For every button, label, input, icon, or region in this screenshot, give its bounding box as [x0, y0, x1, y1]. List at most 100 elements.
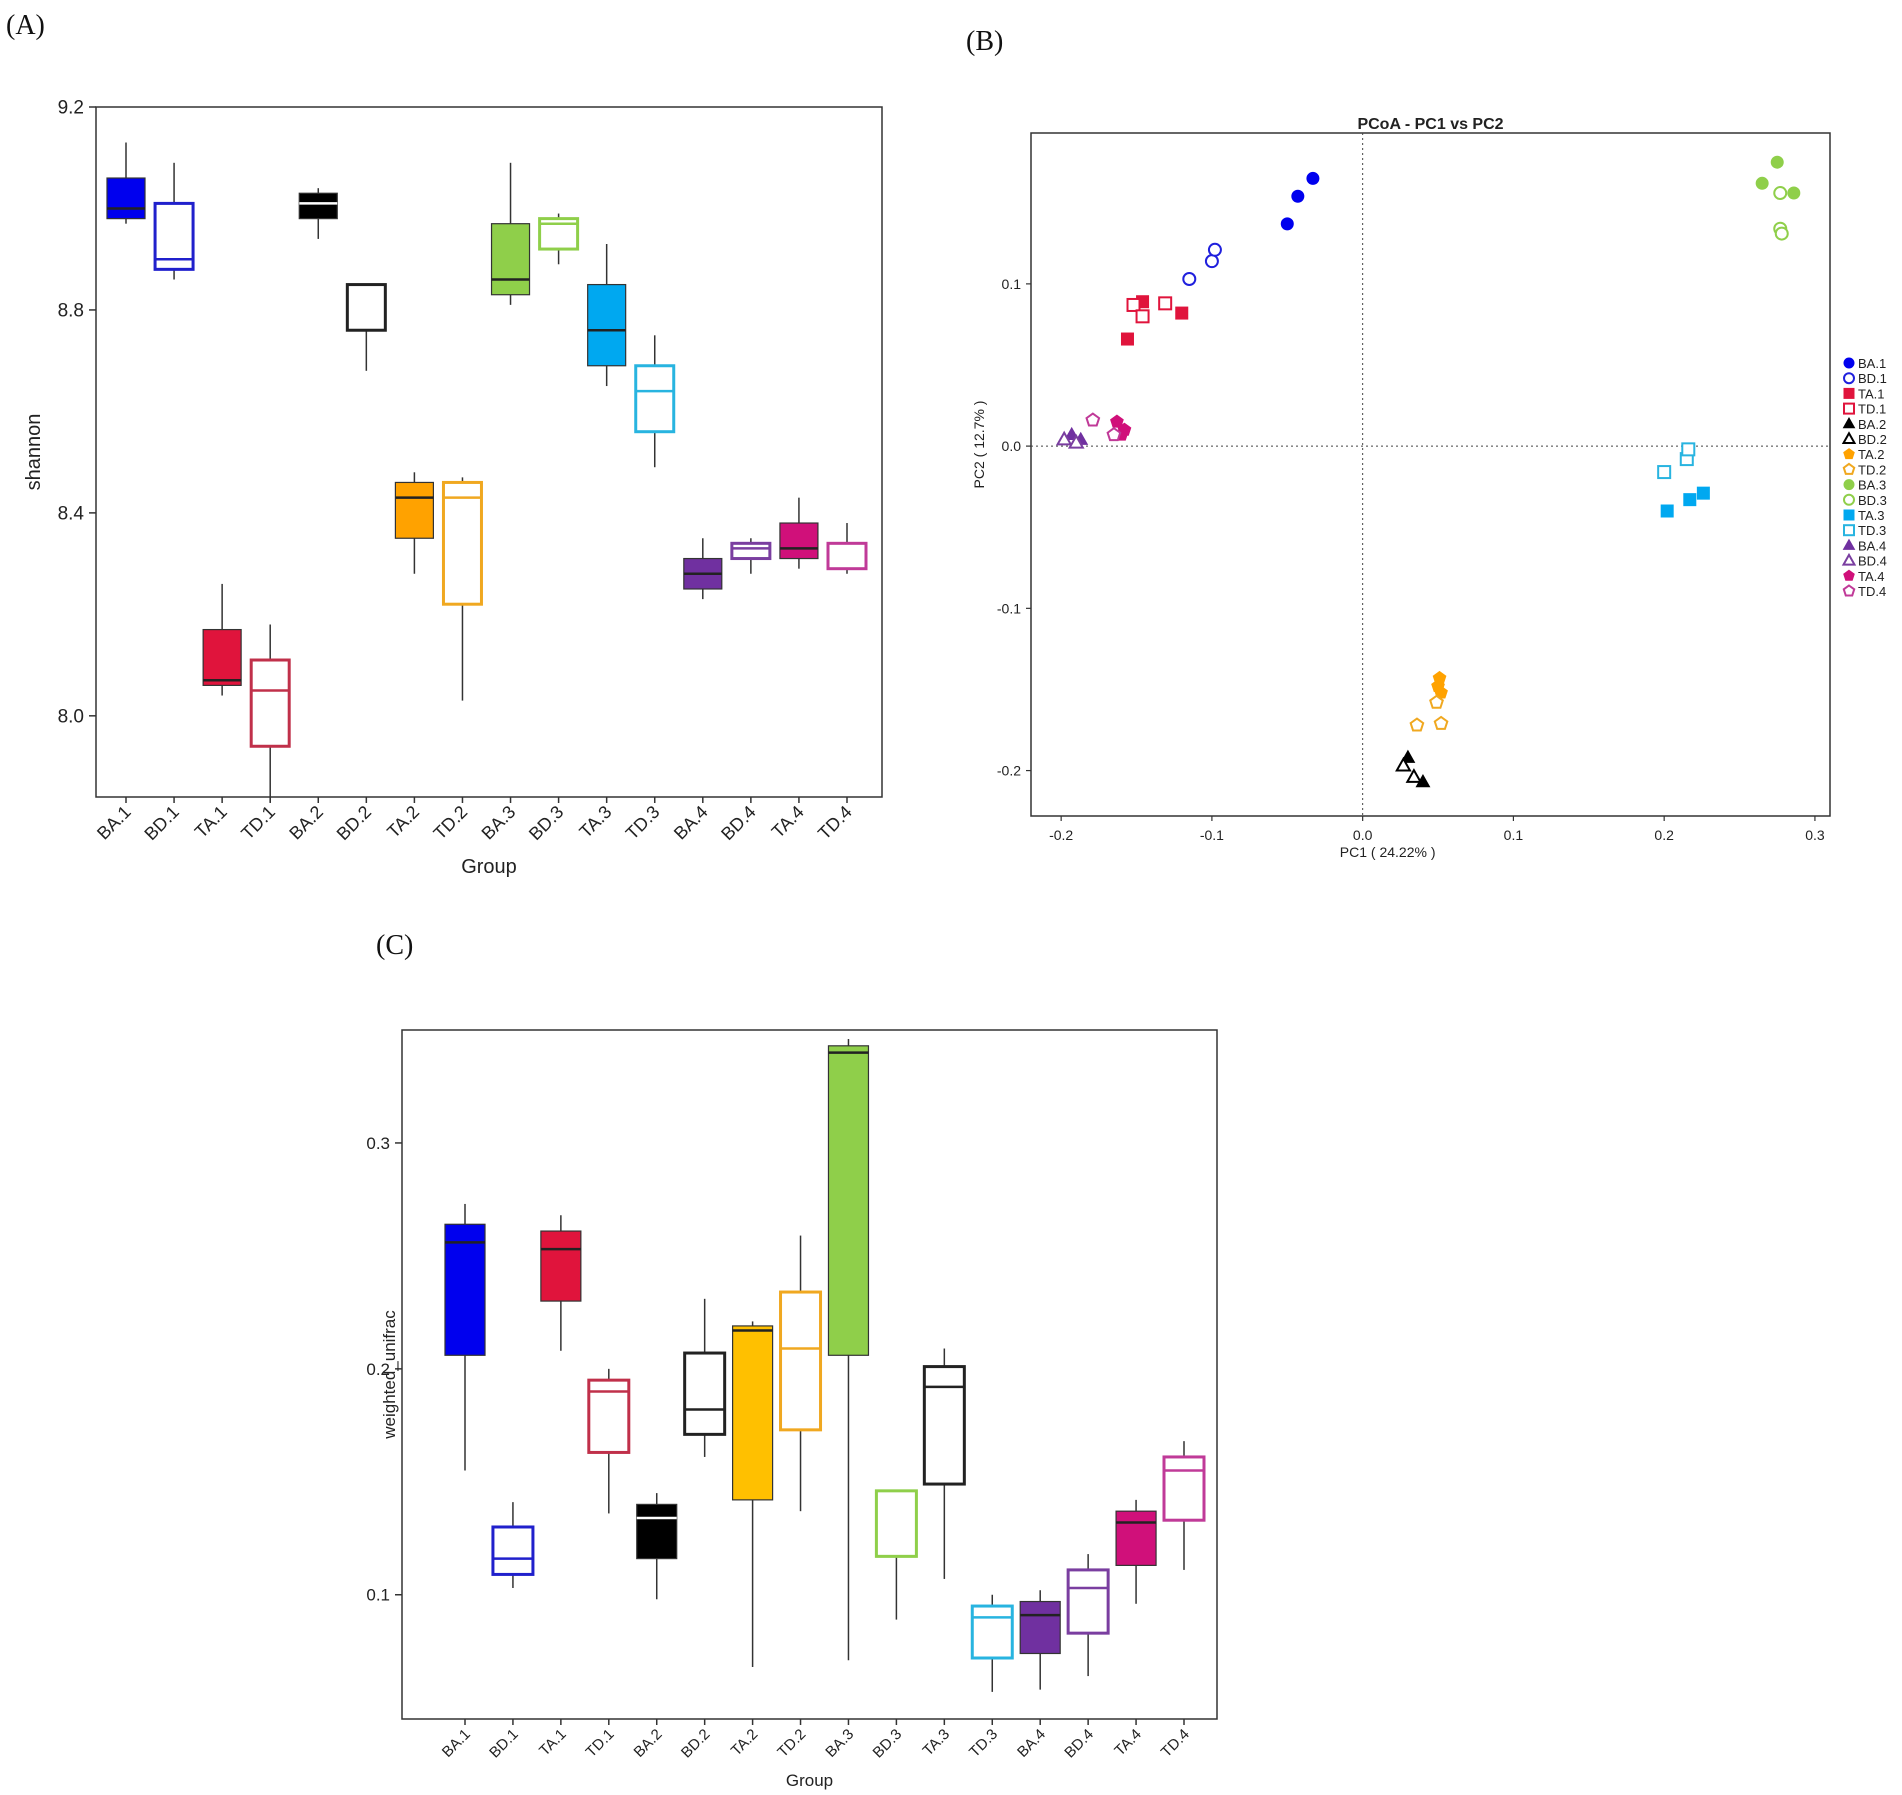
legend-item-TA.1: TA.1 [1843, 386, 1885, 401]
box-body [491, 1525, 535, 1576]
x-tick-label: BA.1 [439, 1726, 474, 1761]
point-marker [1843, 448, 1855, 460]
legend-label: TA.2 [1858, 447, 1885, 462]
box-BA.1 [106, 142, 146, 224]
box-body [683, 1351, 727, 1436]
series-TD.4 [1085, 412, 1122, 442]
y-tick-label: 0.2 [366, 1360, 390, 1379]
legend-label: TA.4 [1858, 569, 1885, 584]
box-body [249, 658, 291, 748]
x-tick-label: BD.1 [140, 802, 182, 844]
box-BD.1 [153, 162, 195, 280]
box-BA.2 [636, 1493, 678, 1600]
x-tick-label: -0.2 [1049, 827, 1073, 843]
box-body [1162, 1455, 1206, 1522]
y-tick-label: -0.2 [997, 763, 1021, 779]
point-marker [1135, 309, 1150, 324]
box-BD.2 [683, 1298, 727, 1457]
boxplot-C: 0.1 0.2 0.3 BA.1 BD.1 TA.1 TD.1 BA.2 BD.2 TA.2 TD.… [366, 1029, 1218, 1790]
x-tick-label: BA.3 [478, 802, 520, 844]
y-tick-label: 0.1 [366, 1586, 390, 1605]
point-marker [1405, 768, 1423, 783]
x-tick-label: BD.3 [525, 802, 567, 844]
panel-label-c: (C) [376, 930, 414, 961]
point-marker [1306, 171, 1320, 185]
point-marker [1841, 552, 1857, 566]
box-BA.4 [683, 538, 723, 600]
x-tick-label: TD.1 [237, 802, 279, 844]
box-body [826, 541, 868, 571]
x-tick-label: BD.2 [678, 1726, 714, 1762]
legend-label: TD.2 [1858, 462, 1886, 477]
box-body [1019, 1600, 1061, 1655]
point-marker [1683, 493, 1697, 507]
point-marker [1067, 433, 1085, 449]
x-tick-label: BD.3 [870, 1726, 906, 1762]
box-body [1115, 1510, 1157, 1566]
y-tick-label: 8.8 [58, 301, 84, 322]
legend-item-BA.4: BA.4 [1842, 538, 1886, 553]
point-marker [1395, 756, 1412, 772]
point-marker [1774, 226, 1789, 241]
point-marker [1433, 715, 1449, 730]
point-marker [1843, 524, 1855, 537]
legend-label: TA.1 [1858, 386, 1885, 401]
box-BA.1 [444, 1203, 486, 1471]
x-tick-label: BD.2 [333, 802, 375, 844]
y-tick-label: 9.2 [58, 98, 84, 119]
x-tick-label: BA.1 [93, 802, 135, 844]
x-axis-title: PC1 ( 24.22% ) [1340, 844, 1436, 860]
x-tick-label: 0.2 [1654, 827, 1674, 843]
box-body [202, 628, 242, 686]
x-tick-label: TD.2 [430, 802, 472, 844]
point-marker [1085, 412, 1101, 427]
legend-label: BD.4 [1858, 554, 1887, 569]
box-BA.4 [1019, 1590, 1061, 1690]
legend-label: BA.4 [1858, 538, 1886, 553]
point-marker [1681, 442, 1696, 457]
x-tick-label: TD.1 [583, 1726, 618, 1761]
point-marker [1842, 462, 1856, 475]
legend-item-BD.3: BD.3 [1843, 493, 1887, 508]
box-BD.4 [1066, 1554, 1110, 1677]
series-TD.3 [1657, 442, 1696, 480]
box-BA.3 [827, 1039, 870, 1661]
point-marker [1843, 569, 1855, 581]
series-TA.2 [1431, 670, 1448, 699]
y-tick-label: 8.4 [58, 504, 85, 525]
point-marker [1158, 296, 1173, 311]
box-body [394, 481, 434, 539]
plot-frame [95, 106, 883, 798]
x-tick-label: BA.2 [631, 1726, 666, 1761]
point-marker [1204, 254, 1219, 269]
legend-label: BA.1 [1858, 356, 1886, 371]
series-BA.3 [1755, 155, 1801, 200]
legend-label: BA.3 [1858, 478, 1886, 493]
x-tick-label: TA.3 [575, 802, 615, 842]
y-tick-label: 0.3 [366, 1134, 390, 1153]
y-tick-label: 8.0 [58, 706, 84, 727]
box-TD.4 [826, 523, 868, 574]
x-tick-label: BD.1 [486, 1726, 522, 1762]
series-BD.2 [1395, 756, 1423, 783]
x-tick-label: 0.0 [1353, 827, 1373, 843]
point-marker [1207, 242, 1222, 257]
box-BD.2 [345, 283, 387, 371]
legend-label: TD.1 [1858, 402, 1886, 417]
series-TD.2 [1409, 694, 1449, 732]
legend: BA.1BD.1TA.1TD.1BA.2BD.2TA.2TD.2BA.3BD.3… [1841, 356, 1887, 599]
point-marker [1120, 332, 1134, 346]
boxplot-A: 8.0 8.4 8.8 9.2 BA.1 BD.1 TA.1 TD.1 BA.2 BD.2 TA.2… [23, 98, 883, 878]
x-tick-label: TA.2 [728, 1726, 762, 1760]
box-body [636, 1503, 678, 1560]
point-marker [1843, 493, 1855, 506]
box-TD.2 [441, 477, 483, 701]
box-body [540, 1230, 582, 1302]
legend-label: TA.3 [1858, 508, 1885, 523]
point-marker [1841, 431, 1857, 444]
legend-item-BA.2: BA.2 [1842, 417, 1886, 432]
x-tick-label: BD.4 [717, 802, 759, 844]
box-TD.4 [1162, 1441, 1206, 1570]
box-TD.3 [634, 335, 676, 468]
point-marker [1842, 417, 1856, 429]
